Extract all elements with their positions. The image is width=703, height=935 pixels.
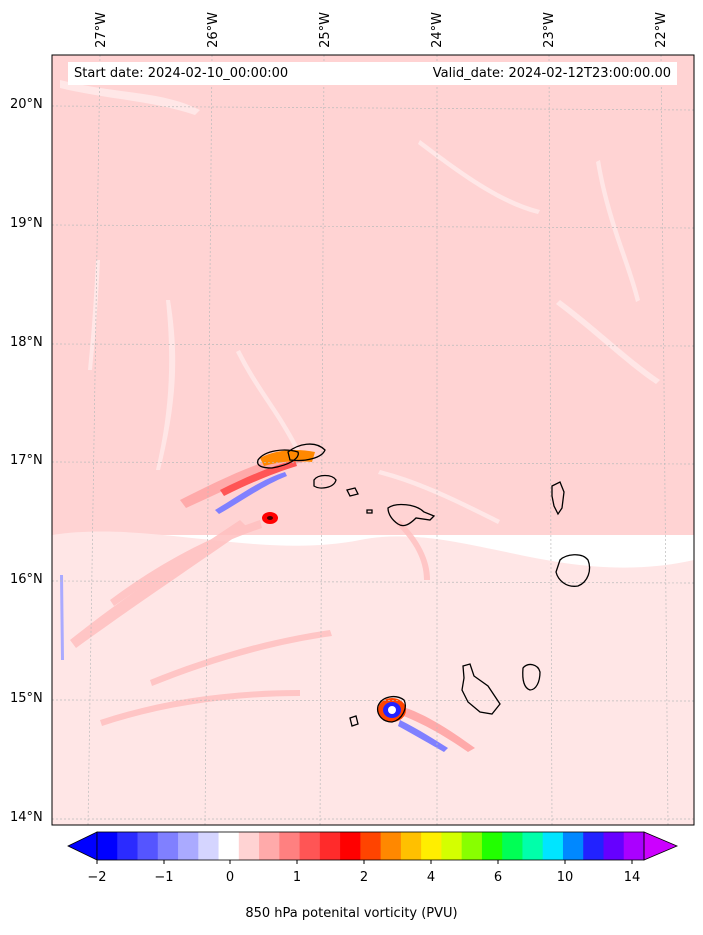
lat-label: 15°N — [10, 691, 43, 706]
island-sao-nicolau — [387, 503, 436, 527]
map-background-north — [52, 55, 694, 535]
colorbar-segment — [137, 832, 159, 860]
colorbar-tick: 14 — [623, 870, 641, 885]
lat-label: 16°N — [10, 572, 43, 587]
colorbar-segment — [319, 832, 341, 860]
colorbar-segment — [502, 832, 523, 860]
lat-label: 14°N — [10, 810, 43, 825]
colorbar-segment — [299, 832, 321, 860]
date-info-box: Start date: 2024-02-10_00:00:00 Valid_da… — [68, 62, 677, 85]
colorbar-tick: 4 — [426, 870, 436, 885]
island-sao-vicente — [287, 443, 326, 462]
colorbar-segment — [218, 832, 240, 860]
colorbar-segment — [441, 832, 463, 860]
colorbar-segment — [542, 832, 564, 860]
map-frame — [51, 54, 695, 826]
lat-label: 17°N — [10, 453, 43, 468]
map-background-south — [52, 531, 694, 825]
colorbar-tick: 6 — [493, 870, 503, 885]
pv-pink-features — [70, 520, 430, 726]
island-sal — [551, 481, 565, 516]
colorbar-tick: −2 — [87, 870, 107, 885]
colorbar-extend-max — [643, 831, 679, 861]
colorbar-segment — [198, 832, 220, 860]
valid-date-label: Valid_date: 2024-02-12T23:00:00.00 — [432, 66, 671, 81]
colorbar-tick: 10 — [556, 870, 574, 885]
colorbar-segment — [360, 832, 382, 860]
colorbar-tick: −1 — [154, 870, 174, 885]
colorbar-segment — [157, 832, 179, 860]
pv-west-blue-streak — [60, 575, 64, 660]
island-brava — [349, 715, 359, 727]
map-gridlines — [51, 54, 695, 826]
pv-southern-plume — [378, 698, 475, 752]
colorbar-segment — [522, 832, 544, 860]
colorbar-segment — [623, 832, 645, 860]
island-santa-luzia — [313, 474, 337, 489]
colorbar — [67, 831, 679, 864]
colorbar-segment — [178, 832, 199, 860]
colorbar-segment — [562, 832, 584, 860]
colorbar-tick: 2 — [359, 870, 369, 885]
start-date-label: Start date: 2024-02-10_00:00:00 — [74, 66, 289, 81]
colorbar-extend-min — [67, 831, 98, 861]
colorbar-segment — [400, 832, 422, 860]
map-panel — [51, 54, 695, 826]
colorbar-segment — [340, 832, 361, 860]
colorbar-segment — [97, 832, 118, 860]
island-coastlines — [256, 443, 591, 727]
colorbar-segment — [117, 832, 139, 860]
lat-label: 19°N — [10, 216, 43, 231]
colorbar-segment — [279, 832, 301, 860]
colorbar-segment — [583, 832, 604, 860]
lon-label: 27°W — [94, 12, 109, 48]
pv-light-streaks — [60, 80, 660, 524]
colorbar-tick: 0 — [225, 870, 235, 885]
island-ilheu-2 — [366, 509, 373, 514]
lat-label: 18°N — [10, 335, 43, 350]
colorbar-frame — [96, 831, 645, 861]
colorbar-segment — [603, 832, 625, 860]
colorbar-segment — [259, 832, 280, 860]
colorbar-tick: 1 — [292, 870, 302, 885]
colorbar-segment — [380, 832, 402, 860]
island-fogo — [376, 695, 406, 723]
colorbar-title: 850 hPa potenital vorticity (PVU) — [245, 906, 458, 921]
lon-label: 24°W — [430, 12, 445, 48]
colorbar-segment — [421, 832, 442, 860]
island-ilheu — [346, 487, 359, 497]
colorbar-segment — [238, 832, 260, 860]
lon-label: 23°W — [542, 12, 557, 48]
island-santo-antao — [256, 449, 299, 469]
lon-label: 26°W — [206, 12, 221, 48]
island-santiago — [461, 663, 501, 715]
lon-label: 22°W — [654, 12, 669, 48]
colorbar-segment — [461, 832, 483, 860]
colorbar-segment — [481, 832, 503, 860]
lat-label: 20°N — [10, 97, 43, 112]
pv-northern-plume — [180, 450, 315, 524]
island-boa-vista — [555, 554, 591, 587]
lon-label: 25°W — [318, 12, 333, 48]
island-maio — [522, 663, 541, 691]
